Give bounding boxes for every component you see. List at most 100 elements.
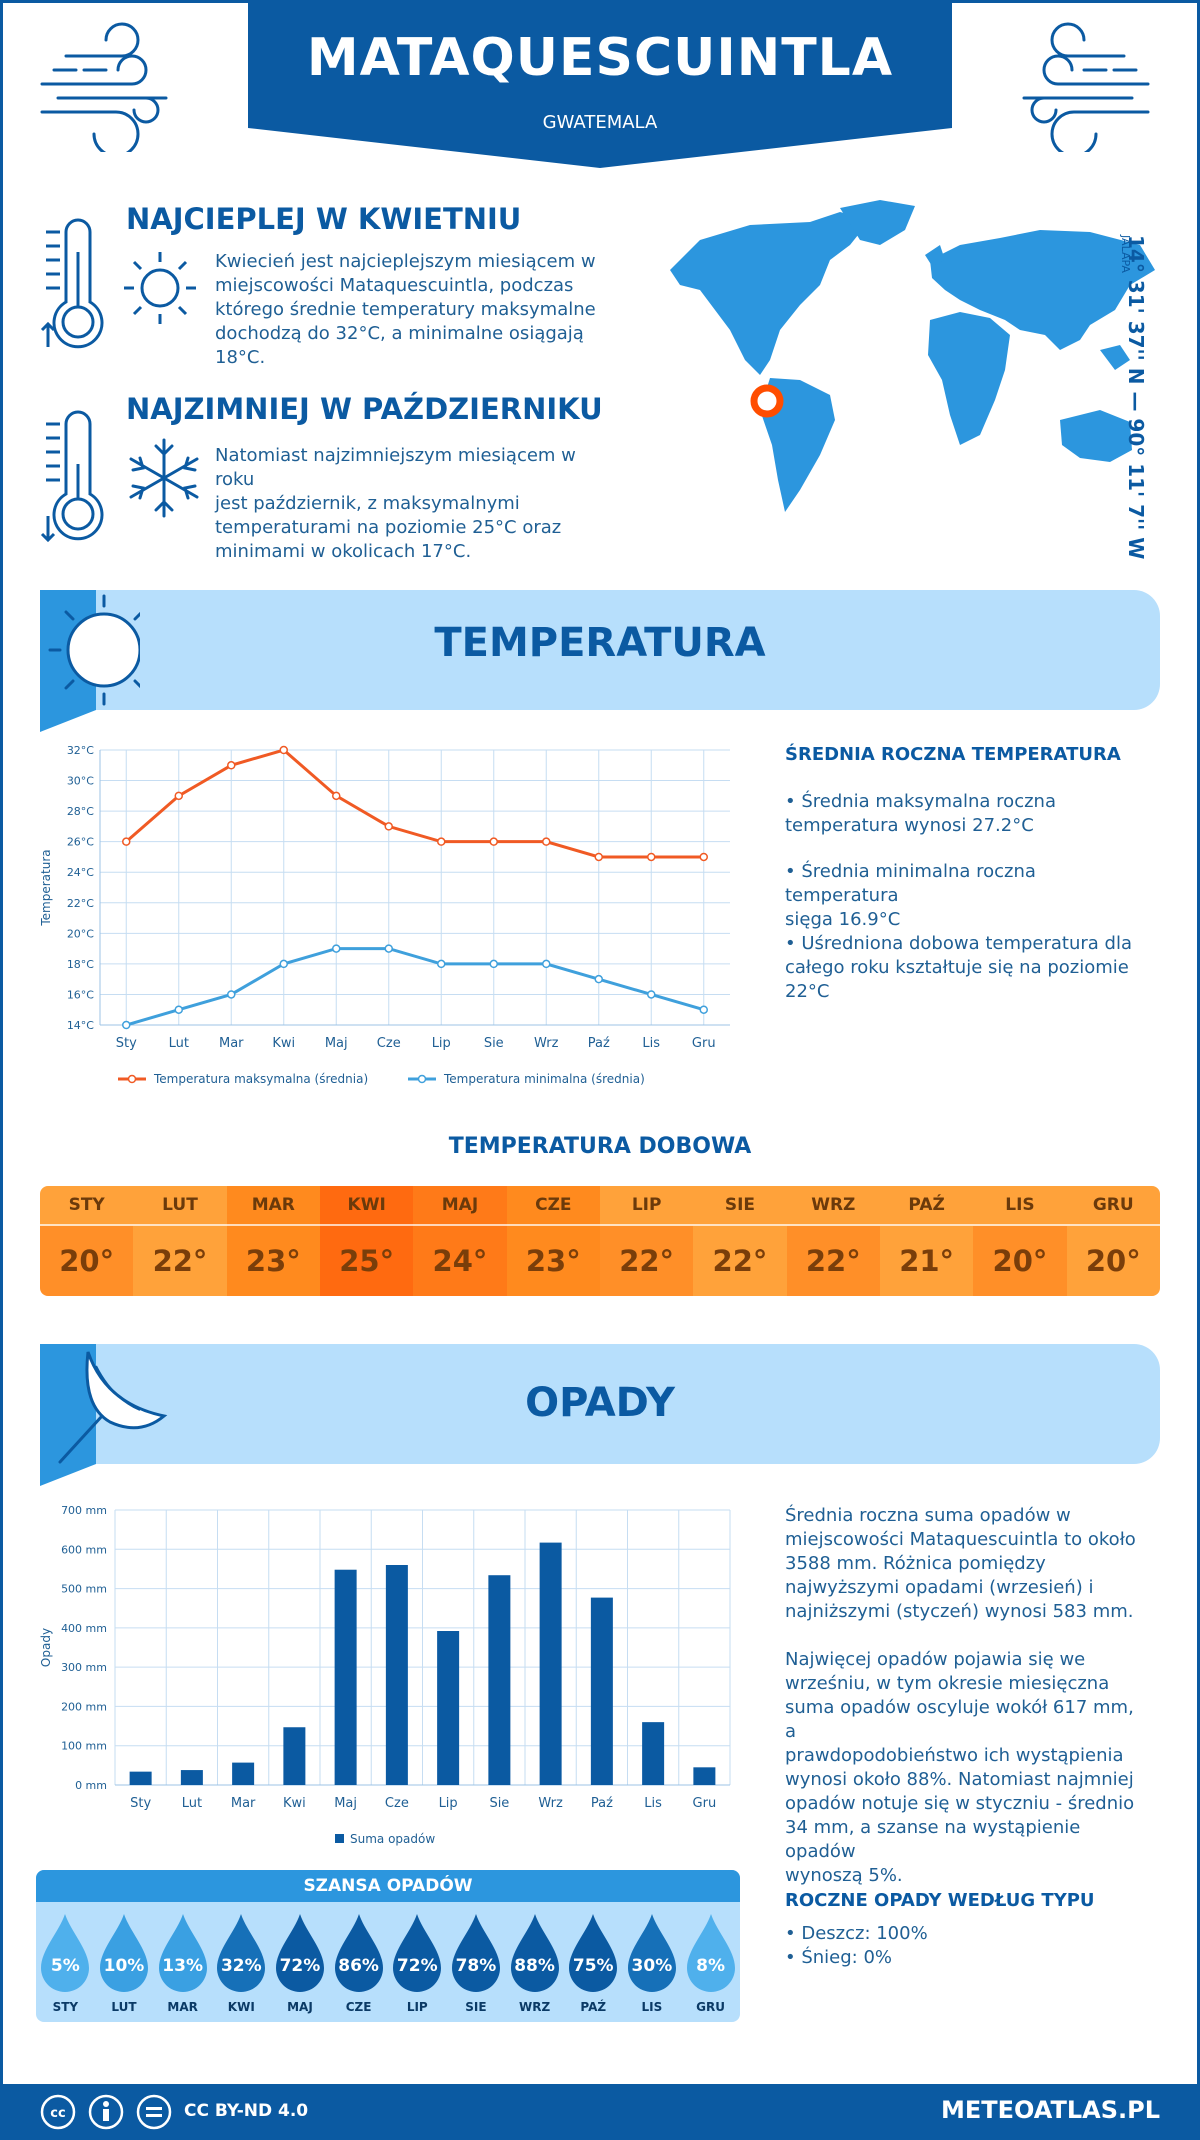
data-point: [699, 1005, 708, 1014]
daily-month-label: LUT: [133, 1186, 227, 1226]
rain-drop: 86% CZE: [331, 1912, 387, 2020]
rain-chance-panel: SZANSA OPADÓW 5% STY 10% LUT 13% MAR 32% KWI 72%…: [36, 1870, 740, 2022]
data-point: [174, 1005, 183, 1014]
coldest-text: Natomiast najzimniejszym miesiącem w rok…: [215, 444, 620, 564]
coldest-line: temperaturami na poziomie 25°C oraz: [215, 517, 562, 538]
precip-type-snow: • Śnieg: 0%: [785, 1947, 893, 1968]
raindrop-shape: [627, 1914, 676, 1992]
hottest-title: NAJCIEPLEJ W KWIETNIU: [126, 202, 522, 236]
legend-marker: [417, 1074, 427, 1084]
daily-temperature-value: 23°: [226, 1226, 320, 1296]
series-line: [125, 748, 704, 859]
data-point: [279, 745, 288, 755]
region-name: JALAPA: [1119, 235, 1132, 273]
data-point: [699, 852, 708, 862]
x-tick-label: Lip: [439, 1796, 458, 1811]
precip-line: opadów notuje się w styczniu - średnio: [785, 1793, 1135, 1814]
rain-chance-month: WRZ: [518, 2000, 551, 2014]
daily-month-label: PAŹ: [879, 1186, 974, 1226]
rain-chance-value: 88%: [514, 1956, 555, 1976]
data-point: [489, 959, 498, 969]
precip-line: najwyższymi opadami (wrzesień) i: [785, 1577, 1094, 1598]
series-line: [125, 947, 705, 1027]
precip-line: Najwięcej opadów pojawia się we: [785, 1649, 1086, 1670]
temp-bullet-line: temperatura wynosi 27.2°C: [785, 815, 1034, 836]
rain-chance-month: GRU: [696, 2000, 725, 2014]
daily-column: GRU 20°: [1066, 1186, 1160, 1296]
daily-column: KWI 25°: [319, 1186, 414, 1296]
daily-month-label: MAJ: [413, 1186, 507, 1226]
precip-line: wynosi około 88%. Natomiast najmniej: [785, 1769, 1134, 1790]
legend-label: Suma opadów: [350, 1832, 435, 1846]
data-point: [122, 1020, 131, 1030]
rain-drop: 13% MAR: [155, 1912, 211, 2020]
x-tick-label: Sty: [130, 1796, 151, 1811]
rain-chance-value: 72%: [279, 1956, 321, 1976]
y-tick-label: 300 mm: [61, 1661, 107, 1674]
site-link[interactable]: METEOATLAS.PL: [940, 2096, 1160, 2124]
bar: [283, 1727, 306, 1785]
temp-bullet-line: • Średnia maksymalna roczna: [785, 791, 1056, 812]
rain-chance-value: 8%: [696, 1956, 725, 1976]
precip-band: [40, 1344, 1160, 1464]
rain-chance-month: KWI: [227, 2000, 255, 2014]
rain-drop: 30% LIS: [624, 1912, 680, 2020]
daily-month-label: LIS: [973, 1186, 1067, 1226]
raindrop-icon: [393, 1914, 442, 1992]
x-tick-label: Lut: [182, 1796, 202, 1811]
daily-month-label: CZE: [506, 1186, 600, 1226]
x-tick-label: Wrz: [538, 1796, 563, 1811]
x-tick-label: Sie: [489, 1796, 509, 1811]
x-tick-label: Paź: [588, 1036, 610, 1051]
data-point: [174, 791, 183, 801]
daily-temperature-table: STY 20° LUT 22° MAR 23° KWI 25° MAJ 24° CZE 23° LIP 2…: [40, 1186, 1160, 1296]
raindrop-shape: [510, 1914, 559, 1992]
footer: cc CC BY-ND 4.0 METEOATLAS.PL: [0, 2084, 1200, 2140]
daily-month-label: GRU: [1066, 1186, 1160, 1226]
rain-chance-value: 32%: [220, 1956, 262, 1976]
hottest-line: 18°C.: [215, 347, 266, 368]
daily-temperature-value: 20°: [973, 1226, 1067, 1296]
coordinates: 14° 31' 37'' N — 90° 11' 7'' W: [1124, 235, 1148, 560]
raindrop-shape: [41, 1914, 90, 1992]
temperature-chart: 14°C 16°C 18°C 20°C 22°C 24°C 26°C 28°C 30°C 32°C…: [39, 744, 730, 1086]
data-point: [437, 959, 446, 969]
location-marker: [750, 384, 784, 418]
x-tick-label: Sie: [484, 1036, 504, 1051]
hottest-text: Kwiecień jest najcieplejszym miesiącem w…: [215, 250, 620, 370]
data-point: [384, 822, 393, 831]
raindrop-shape: [334, 1914, 383, 1992]
banner-shape: [248, 0, 952, 168]
hottest-line: Kwiecień jest najcieplejszym miesiącem w: [215, 251, 596, 272]
y-tick-label: 500 mm: [61, 1583, 107, 1596]
license-icons: cc: [40, 2094, 172, 2130]
daily-column: WRZ 22°: [786, 1186, 880, 1296]
daily-column: STY 20°: [40, 1186, 134, 1296]
rain-chance-month: PAŹ: [580, 2000, 607, 2014]
x-tick-label: Wrz: [534, 1036, 559, 1051]
raindrop-icon: [686, 1914, 735, 1992]
temperature-side-title: ŚREDNIA ROCZNA TEMPERATURA: [785, 744, 1121, 765]
raindrop-shape: [686, 1914, 735, 1992]
legend-label: Temperatura maksymalna (średnia): [153, 1072, 368, 1086]
raindrop-shape: [99, 1914, 148, 1992]
hottest-line: dochodzą do 32°C, a minimalne osiągają: [215, 323, 584, 344]
rain-chance-value: 30%: [631, 1956, 673, 1976]
raindrop-shape: [393, 1914, 442, 1992]
y-tick-label: 20°C: [67, 927, 94, 940]
rain-chance-value: 86%: [338, 1956, 379, 1976]
raindrop-icon: [217, 1914, 266, 1992]
y-tick-label: 26°C: [67, 836, 94, 849]
x-tick-label: Gru: [692, 1036, 716, 1051]
cc-icon: [40, 2094, 76, 2130]
sun-corner-icon: [40, 590, 140, 732]
rain-chance-drops: 5% STY 10% LUT 13% MAR 32% KWI 72% MAJ 86% CZE 72% LI…: [36, 1912, 740, 2020]
rain-drop: 75% PAŹ: [565, 1912, 621, 2020]
thermometer-cold-icon: [40, 410, 104, 543]
city-title: MATAQUESCUINTLA: [306, 28, 894, 88]
rain-chance-value: 72%: [396, 1956, 438, 1976]
precip-line: suma opadów oscyluje wokół 617 mm, a: [785, 1697, 1134, 1742]
wind-icon-right: [1022, 22, 1150, 152]
x-tick-label: Lut: [169, 1036, 189, 1051]
precip-line: Średnia roczna suma opadów w: [785, 1505, 1071, 1526]
